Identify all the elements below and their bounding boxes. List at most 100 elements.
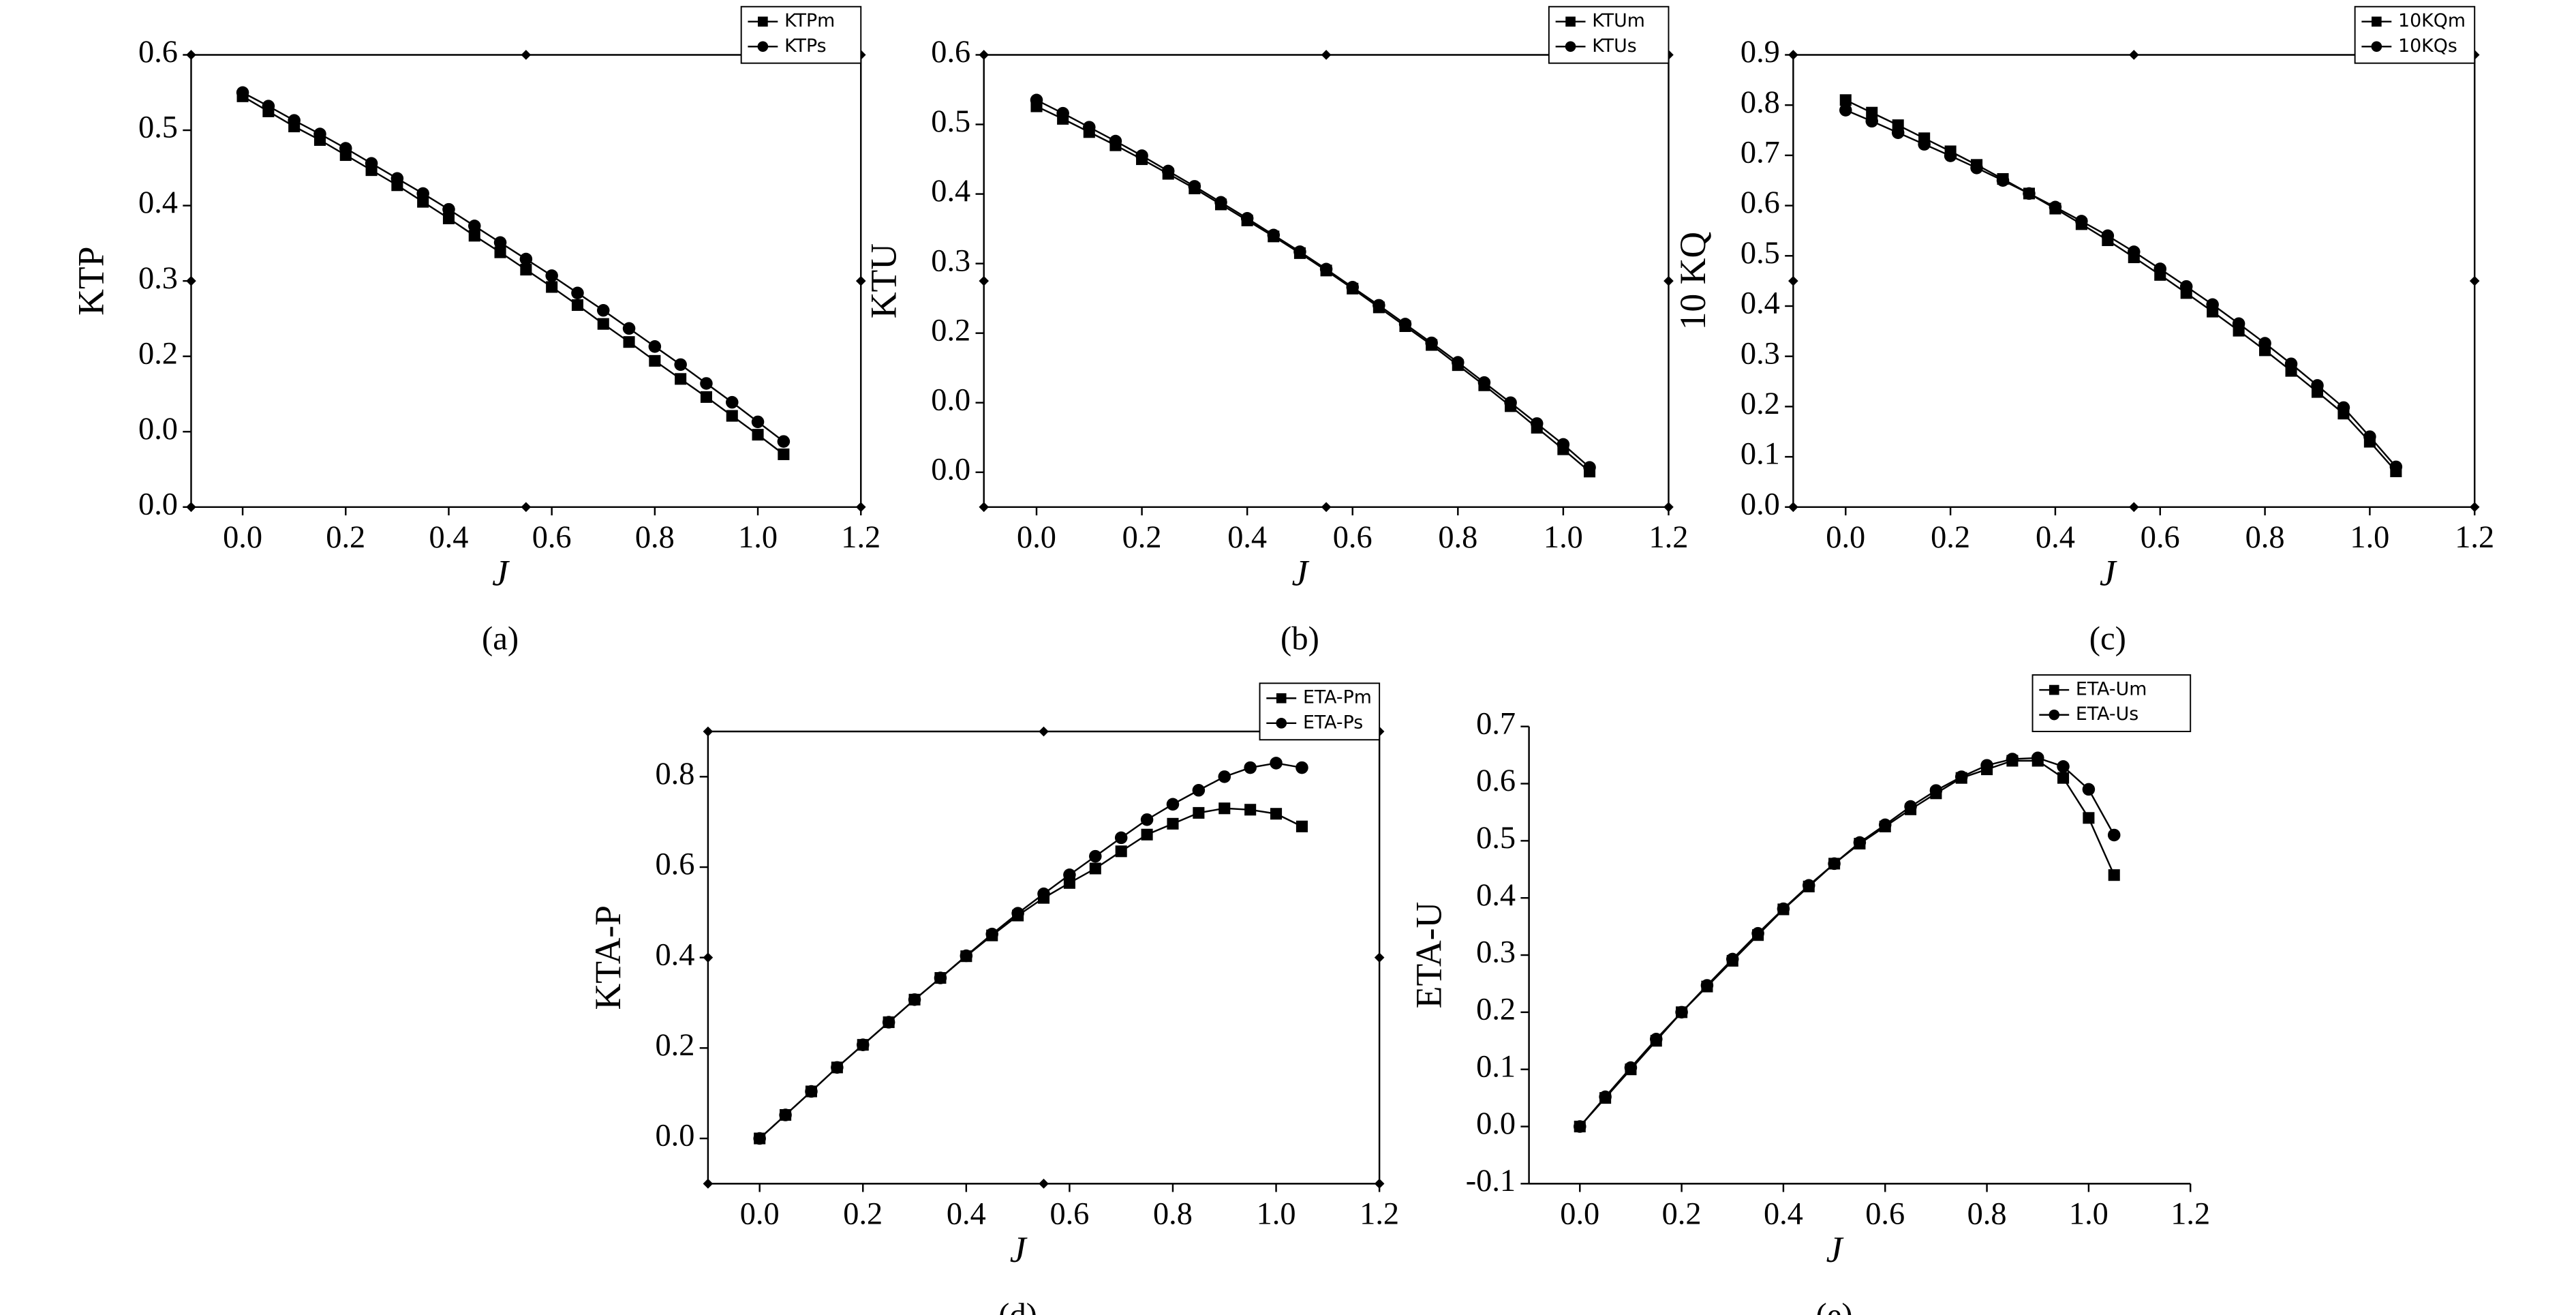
caption: (d) [998,1297,1037,1315]
y-tick-label: 0.7 [1476,706,1516,741]
marker [1649,1032,1663,1046]
x-tick-label: 1.0 [1257,1197,1296,1232]
marker [1166,798,1180,811]
y-tick-label: 0.0 [931,452,970,487]
legend-marker [1276,693,1287,704]
frame-diamond [2469,275,2480,286]
frame-diamond [1374,952,1385,963]
frame-diamond [1788,275,1798,286]
marker [1504,396,1517,409]
marker [726,410,738,422]
y-tick-label: 0.5 [1476,821,1516,856]
marker [2006,753,2019,766]
y-tick-label: 0.4 [138,185,178,220]
marker [1295,761,1308,774]
legend-marker [2049,709,2060,721]
x-tick-label: 1.2 [2455,520,2494,555]
marker [1878,818,1892,832]
marker [1114,831,1128,845]
x-tick-label: 1.2 [2171,1197,2210,1232]
marker [1954,770,1968,783]
frame-diamond [521,50,532,60]
y-tick-label: 0.3 [1741,336,1780,371]
legend-marker [2372,16,2382,27]
x-tick-label: 1.2 [841,520,880,555]
marker [985,927,998,941]
marker [2206,298,2219,312]
marker [2057,772,2070,784]
x-tick-label: 0.0 [1826,520,1865,555]
frame-diamond [1039,726,1049,737]
marker [649,354,661,367]
caption: (e) [1816,1297,1853,1315]
legend-marker [757,41,769,52]
caption: (b) [1281,620,1319,657]
marker [1037,887,1050,901]
marker [2363,430,2376,443]
frame-diamond [521,502,532,513]
marker [778,448,790,460]
marker [1866,106,1878,119]
y-tick-label: 0.0 [138,412,178,447]
marker [1161,164,1175,178]
marker [1140,813,1154,826]
marker [262,100,275,112]
y-tick-label: 0.0 [138,487,178,522]
marker [2284,357,2298,371]
y-tick-label: 0.3 [1476,935,1516,970]
marker [494,246,506,258]
marker [2258,337,2271,350]
x-axis-label: J [1826,1229,1844,1270]
marker [648,340,662,353]
marker [1675,1006,1688,1019]
x-tick-label: 0.2 [1931,520,1970,555]
marker [1346,281,1360,294]
marker [856,1038,870,1051]
marker [777,435,791,448]
x-tick-label: 0.0 [223,520,262,555]
series-line [1036,105,1591,472]
marker [700,377,713,390]
marker [1970,162,1983,175]
series-line [242,91,784,442]
legend-label: ETA-Um [2076,679,2147,700]
x-axis-label: J [492,553,510,594]
y-axis-label: KTA-P [587,905,628,1010]
marker [416,187,429,200]
legend-label: ETA-Ps [1303,712,1363,733]
marker [467,220,481,232]
y-axis-label: ETA-U [1408,902,1449,1009]
marker [1373,299,1385,312]
y-tick-label: 0.4 [1741,286,1780,321]
marker [2031,751,2044,765]
legend-label: KTUs [1592,35,1636,57]
marker [1214,196,1227,209]
caption: (a) [482,620,519,657]
marker [1624,1061,1638,1074]
marker [1063,868,1076,881]
y-tick-label: 0.4 [1476,878,1516,913]
x-tick-label: 0.4 [947,1197,986,1232]
x-tick-label: 0.2 [326,520,365,555]
legend-marker [2371,41,2382,52]
marker [908,993,921,1006]
frame-diamond [979,275,990,286]
marker [2311,379,2324,392]
marker [2082,783,2096,796]
marker [1839,104,1852,117]
x-tick-label: 0.0 [1017,520,1056,555]
series-line [242,95,784,455]
frame-diamond [2128,502,2139,513]
caption: (c) [2089,620,2126,657]
marker [779,1108,792,1121]
series-line [758,807,1302,1139]
legend-label: KTPs [784,35,827,57]
panel: 0.0 0.0 0.2 0.3 0.4 0.5 0.6 0.0 0.2 0.4 0.6 0.8 1.0 1… [863,5,1688,657]
y-axis-label: 10 KQ [1672,232,1713,331]
marker [520,264,532,276]
marker [1270,757,1283,770]
x-axis-label: J [1010,1229,1028,1270]
marker [1726,952,1739,966]
y-tick-label: 0.6 [931,35,970,70]
